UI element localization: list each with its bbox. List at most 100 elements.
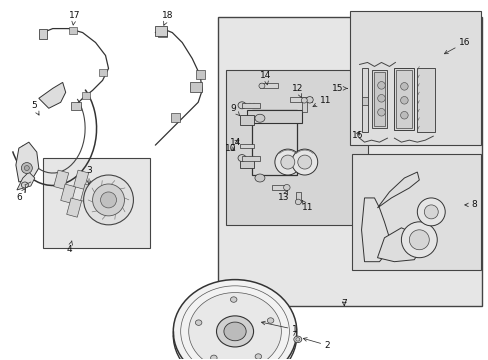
Ellipse shape: [301, 98, 306, 103]
Bar: [271, 185, 286, 190]
Bar: [394, 68, 413, 130]
Bar: [361, 97, 367, 105]
Text: 16: 16: [444, 38, 470, 54]
Text: 4: 4: [66, 241, 72, 254]
Circle shape: [377, 95, 385, 102]
Text: 7: 7: [341, 299, 346, 308]
Ellipse shape: [210, 355, 217, 360]
Text: 8: 8: [464, 201, 476, 210]
Ellipse shape: [238, 154, 245, 162]
Text: 11: 11: [301, 201, 313, 212]
Circle shape: [424, 205, 437, 219]
Bar: [190, 82, 202, 92]
Circle shape: [377, 82, 385, 89]
Bar: [71, 102, 81, 110]
Circle shape: [83, 175, 133, 225]
Ellipse shape: [21, 182, 28, 188]
Bar: [66, 198, 81, 217]
Circle shape: [401, 222, 436, 258]
Text: 9: 9: [229, 104, 239, 116]
Text: 18: 18: [162, 11, 173, 25]
Ellipse shape: [295, 199, 301, 204]
Ellipse shape: [195, 320, 202, 325]
Bar: [74, 170, 88, 189]
Polygon shape: [377, 172, 419, 208]
Bar: [225, 71, 367, 225]
Circle shape: [377, 108, 385, 116]
Text: 13: 13: [277, 190, 289, 202]
Text: 14: 14: [260, 71, 271, 85]
Text: 10: 10: [224, 144, 236, 153]
Text: 1: 1: [261, 321, 297, 334]
Bar: [416, 68, 434, 132]
Bar: [81, 92, 89, 99]
Circle shape: [400, 96, 407, 104]
Text: 5: 5: [31, 101, 39, 115]
Bar: [240, 115, 253, 125]
Polygon shape: [17, 172, 35, 190]
Polygon shape: [371, 71, 386, 128]
Circle shape: [400, 112, 407, 119]
Bar: [295, 192, 300, 202]
Text: 6: 6: [16, 189, 25, 202]
Bar: [301, 100, 306, 112]
Bar: [240, 144, 253, 148]
Ellipse shape: [305, 96, 313, 103]
Bar: [42, 158, 150, 248]
Ellipse shape: [283, 184, 289, 190]
Ellipse shape: [254, 174, 264, 182]
Bar: [81, 184, 96, 203]
Ellipse shape: [188, 293, 281, 360]
Text: 2: 2: [303, 338, 329, 350]
Ellipse shape: [254, 114, 264, 122]
Polygon shape: [361, 198, 388, 262]
Bar: [351, 154, 480, 270]
Bar: [289, 97, 311, 102]
Bar: [349, 11, 480, 145]
Text: 11: 11: [312, 96, 330, 107]
Bar: [61, 184, 76, 203]
Ellipse shape: [255, 354, 261, 359]
Bar: [155, 26, 167, 36]
Polygon shape: [39, 82, 65, 108]
Circle shape: [400, 82, 407, 90]
Ellipse shape: [259, 83, 264, 89]
Bar: [68, 27, 77, 34]
Circle shape: [408, 230, 428, 250]
Bar: [260, 84, 277, 88]
Text: 3: 3: [86, 166, 92, 184]
Bar: [54, 170, 69, 189]
Bar: [158, 28, 167, 37]
Circle shape: [21, 163, 32, 174]
Text: 17: 17: [68, 11, 80, 25]
Text: 16: 16: [351, 131, 363, 140]
Ellipse shape: [224, 322, 245, 341]
Bar: [251, 110, 296, 175]
Bar: [196, 71, 205, 80]
Bar: [242, 103, 260, 108]
Polygon shape: [361, 68, 367, 132]
Ellipse shape: [295, 338, 299, 341]
Polygon shape: [377, 228, 421, 262]
Ellipse shape: [230, 297, 237, 302]
Ellipse shape: [238, 102, 245, 109]
Bar: [246, 110, 301, 123]
Bar: [396, 71, 411, 128]
Circle shape: [280, 155, 294, 169]
Bar: [171, 113, 180, 122]
Ellipse shape: [173, 280, 296, 360]
Circle shape: [101, 192, 116, 208]
Circle shape: [92, 184, 124, 216]
Bar: [218, 17, 481, 306]
Circle shape: [297, 155, 311, 169]
Circle shape: [291, 149, 317, 175]
Bar: [39, 28, 47, 39]
Bar: [373, 72, 385, 126]
Bar: [99, 69, 106, 76]
Circle shape: [274, 149, 300, 175]
Ellipse shape: [293, 336, 301, 343]
Bar: [242, 156, 260, 161]
Ellipse shape: [216, 316, 253, 347]
Circle shape: [24, 166, 29, 171]
Bar: [240, 158, 253, 168]
